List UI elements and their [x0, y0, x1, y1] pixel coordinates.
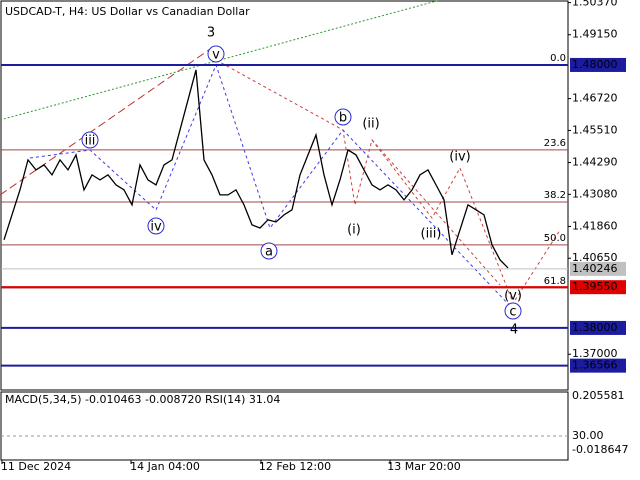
wave-label: (v)	[504, 289, 522, 304]
fibo-label: 50.0	[544, 233, 566, 244]
wave-circle	[334, 108, 352, 126]
price-label-box	[570, 280, 626, 295]
wave-label: (i)	[347, 223, 361, 238]
wave-label: 4	[510, 323, 518, 338]
wave-label: b	[339, 111, 347, 126]
wave-label: (ii)	[362, 117, 379, 132]
wave-label: (iii)	[421, 227, 442, 242]
wave-label: iv	[150, 220, 162, 235]
price-label: 1.36566	[572, 359, 618, 372]
channel-line	[371, 139, 501, 286]
wave-label: (iv)	[449, 150, 470, 165]
x-tick-label: 11 Dec 2024	[1, 460, 71, 473]
main-panel	[0, 0, 569, 391]
projection-line	[511, 229, 561, 306]
fibo-label: 61.8	[544, 276, 566, 287]
wave-label: a	[265, 245, 273, 260]
wave-label: c	[509, 305, 516, 320]
chart-title: USDCAD-T, H4: US Dollar vs Canadian Doll…	[5, 5, 250, 18]
wave-circle	[207, 45, 225, 63]
price-label: 1.48000	[572, 58, 618, 71]
y-tick-label: 1.40650	[572, 251, 618, 264]
y-tick-label: 1.44290	[572, 156, 618, 169]
wave-circle	[147, 217, 165, 235]
y-tick-label: 1.50370	[572, 0, 618, 9]
wave-label: 3	[207, 26, 215, 41]
price-label-box	[570, 358, 626, 373]
fibo-label: 23.6	[544, 138, 566, 149]
x-tick-label: 14 Jan 04:00	[130, 460, 200, 473]
x-tick-label: 12 Feb 12:00	[259, 460, 331, 473]
indicator-title: MACD(5,34,5) -0.010463 -0.008720 RSI(14)…	[5, 393, 280, 406]
indicator-tick-label: 30.00	[572, 429, 604, 442]
fibo-label: 38.2	[544, 190, 566, 201]
fibo-label: 0.0	[550, 53, 566, 64]
y-tick-label: 1.46720	[572, 92, 618, 105]
y-tick-label: 1.37000	[572, 347, 618, 360]
price-line	[3, 69, 509, 269]
wave-circle	[81, 131, 99, 149]
price-label-box	[570, 320, 626, 335]
y-tick-label: 1.41860	[572, 219, 618, 232]
indicator-tick-label: -0.018647	[572, 443, 628, 456]
price-label: 1.39550	[572, 280, 618, 293]
wave-circle	[504, 302, 522, 320]
wave-label: iii	[85, 134, 96, 149]
wave-label: v	[212, 48, 220, 63]
indicator-tick-label: 0.205581	[572, 389, 625, 402]
y-tick-label: 1.49150	[572, 28, 618, 41]
indicator-panel	[0, 391, 569, 461]
price-label: 1.40246	[572, 262, 618, 275]
wave-circle	[260, 242, 278, 260]
price-label: 1.38000	[572, 321, 618, 334]
y-tick-label: 1.43080	[572, 187, 618, 200]
price-label-box	[570, 261, 626, 276]
price-label-box	[570, 57, 626, 72]
y-tick-label: 1.45510	[572, 123, 618, 136]
x-tick-label: 13 Mar 20:00	[387, 460, 460, 473]
